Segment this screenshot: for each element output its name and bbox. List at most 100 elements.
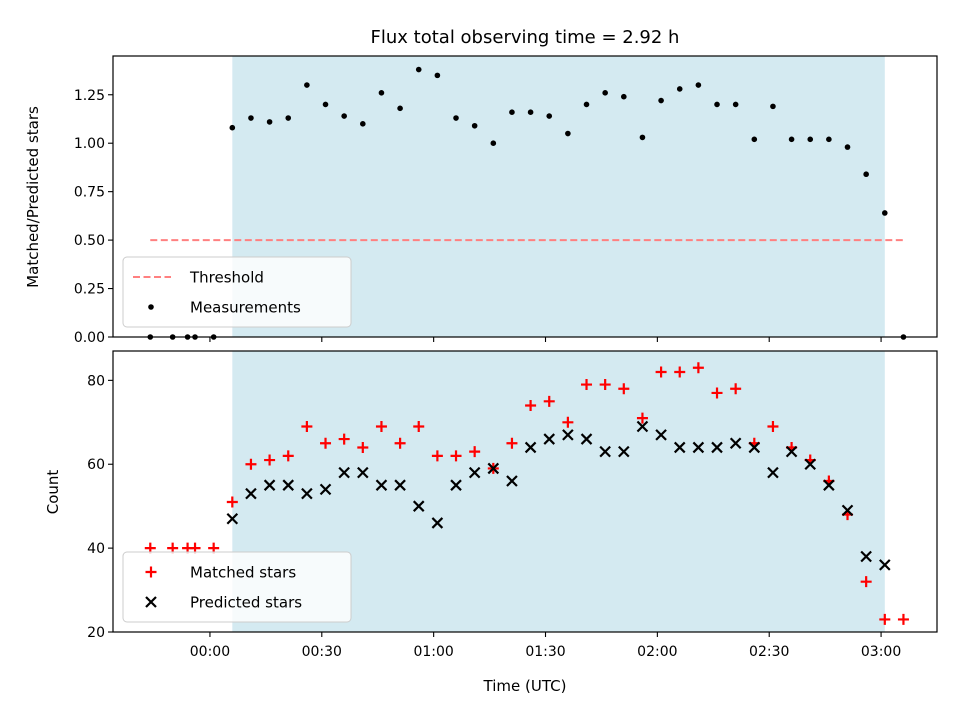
data-point	[823, 479, 835, 491]
data-point	[229, 124, 236, 131]
data-point	[674, 366, 686, 378]
data-point	[546, 113, 553, 119]
data-point	[471, 122, 478, 129]
data-point	[413, 420, 425, 432]
data-point	[602, 90, 608, 96]
data-point	[360, 121, 366, 127]
data-point	[341, 113, 347, 119]
x-tick-label: 02:30	[749, 644, 789, 660]
data-point	[282, 479, 295, 491]
data-point	[730, 383, 742, 395]
data-point	[527, 109, 534, 115]
top-legend: Threshold Measurements	[122, 256, 352, 328]
data-point	[711, 387, 723, 399]
data-point	[415, 66, 422, 73]
data-point	[841, 504, 854, 517]
data-point	[621, 93, 627, 100]
data-point	[450, 450, 462, 462]
chart-title: Flux total observing time = 2.92 h	[371, 27, 680, 48]
data-point	[468, 466, 481, 479]
data-point	[320, 437, 332, 449]
data-point	[636, 412, 648, 424]
data-point	[319, 483, 332, 496]
data-point	[695, 82, 702, 88]
data-point	[301, 487, 313, 500]
data-point	[434, 72, 441, 79]
data-point	[767, 466, 779, 479]
data-point	[431, 517, 444, 529]
series-0	[144, 362, 909, 625]
data-point	[860, 550, 872, 563]
top-axes-frame	[112, 55, 938, 338]
data-point	[618, 445, 630, 458]
data-point	[860, 576, 872, 588]
data-point	[543, 395, 555, 407]
data-point	[543, 433, 556, 445]
data-point	[826, 136, 832, 143]
data-point	[285, 115, 292, 121]
data-point	[245, 458, 257, 470]
data-point	[729, 437, 742, 450]
data-point	[431, 450, 443, 462]
data-point	[506, 437, 518, 449]
x-tick-label: 02:00	[637, 644, 677, 660]
data-point	[732, 101, 739, 108]
data-point	[863, 171, 869, 178]
data-point	[394, 479, 406, 491]
data-point	[879, 559, 891, 571]
data-point	[599, 379, 611, 391]
flux-ratio-panel: 0.00 0.25 0.50 0.75 1.00 1.25 Threshold Measure…	[74, 55, 938, 346]
data-point	[525, 400, 537, 412]
star-count-panel: 20 40 60 80 00:00 00:30 01:00 01:30 02:00 02:30 03…	[87, 350, 938, 660]
data-point	[639, 134, 646, 141]
data-point	[304, 82, 310, 88]
data-point	[263, 479, 276, 491]
y-tick-label: 40	[87, 541, 105, 557]
data-point	[378, 90, 385, 96]
legend-label: Predicted stars	[190, 594, 302, 612]
y-tick-label: 1.25	[74, 88, 105, 104]
data-point	[581, 379, 593, 391]
x-tick-label: 00:00	[190, 644, 230, 660]
data-point	[879, 613, 891, 625]
legend-swatch	[145, 596, 157, 608]
data-point	[882, 210, 888, 216]
legend-label: Measurements	[190, 299, 301, 317]
data-point	[897, 613, 909, 625]
data-point	[655, 366, 667, 378]
data-point	[599, 445, 611, 458]
data-point	[394, 437, 406, 449]
legend-box	[122, 551, 352, 623]
legend-swatch	[145, 566, 157, 578]
x-tick-label: 01:00	[413, 644, 453, 660]
data-point	[618, 383, 630, 395]
data-point	[785, 445, 798, 458]
data-point	[375, 479, 388, 491]
data-point	[338, 433, 350, 445]
y-tick-label: 1.00	[74, 136, 105, 152]
data-point	[226, 512, 239, 525]
legend-box	[122, 256, 352, 328]
data-point	[580, 433, 593, 445]
data-point	[509, 109, 515, 115]
legend-swatch	[148, 304, 154, 310]
data-point	[469, 446, 481, 458]
data-point	[692, 441, 705, 454]
data-point	[524, 441, 537, 454]
data-point	[397, 105, 403, 112]
data-point	[658, 97, 664, 104]
data-point	[248, 115, 254, 121]
data-point	[264, 454, 276, 466]
data-point	[692, 362, 704, 374]
bottom-y-axis-label: Count	[44, 470, 62, 515]
data-point	[562, 429, 574, 441]
x-tick-label: 00:30	[302, 644, 342, 660]
y-tick-label: 0.50	[74, 233, 105, 249]
data-point	[357, 441, 369, 453]
y-tick-label: 20	[87, 625, 105, 641]
series-1	[226, 420, 891, 571]
data-point	[490, 140, 497, 147]
y-tick-label: 0.00	[74, 330, 105, 346]
data-point	[375, 420, 387, 432]
